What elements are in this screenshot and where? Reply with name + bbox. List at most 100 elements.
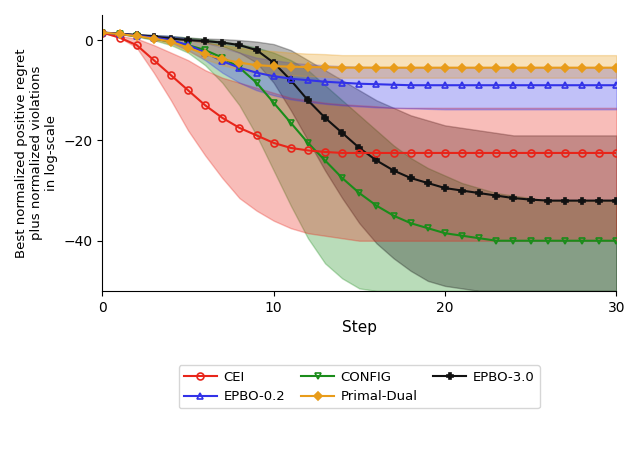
EPBO-3.0	[150, 34, 157, 39]
EPBO-3.0	[390, 168, 397, 173]
CONFIG	[372, 203, 380, 208]
Line: CONFIG: CONFIG	[99, 29, 620, 244]
EPBO-3.0	[253, 47, 260, 53]
EPBO-0.2	[218, 59, 226, 64]
CONFIG	[321, 158, 329, 163]
EPBO-0.2	[595, 82, 603, 88]
Primal-Dual	[339, 65, 346, 71]
EPBO-3.0	[304, 98, 312, 103]
EPBO-0.2	[612, 82, 620, 88]
Primal-Dual	[167, 39, 175, 44]
EPBO-0.2	[458, 82, 466, 88]
CONFIG	[339, 175, 346, 181]
EPBO-0.2	[287, 76, 294, 82]
Primal-Dual	[150, 36, 157, 41]
CEI	[355, 150, 363, 156]
CONFIG	[236, 65, 243, 71]
EPBO-3.0	[133, 33, 141, 38]
CEI	[304, 147, 312, 153]
EPBO-0.2	[407, 82, 415, 88]
EPBO-0.2	[270, 73, 278, 79]
CEI	[218, 115, 226, 120]
EPBO-0.2	[372, 82, 380, 87]
EPBO-3.0	[407, 175, 415, 181]
EPBO-0.2	[133, 33, 141, 38]
CEI	[476, 150, 483, 156]
EPBO-3.0	[612, 198, 620, 203]
Primal-Dual	[287, 64, 294, 70]
EPBO-3.0	[218, 40, 226, 45]
CEI	[339, 150, 346, 156]
CONFIG	[595, 238, 603, 244]
CEI	[390, 150, 397, 156]
CONFIG	[355, 191, 363, 196]
EPBO-0.2	[253, 70, 260, 76]
CONFIG	[184, 42, 192, 48]
EPBO-0.2	[476, 82, 483, 88]
Primal-Dual	[544, 65, 552, 71]
EPBO-0.2	[544, 82, 552, 88]
EPBO-0.2	[441, 82, 449, 88]
CEI	[253, 133, 260, 138]
Primal-Dual	[476, 65, 483, 71]
Line: Primal-Dual: Primal-Dual	[100, 30, 619, 71]
Primal-Dual	[253, 62, 260, 68]
Primal-Dual	[184, 45, 192, 50]
CEI	[202, 103, 209, 108]
CONFIG	[218, 55, 226, 60]
CONFIG	[612, 238, 620, 244]
Primal-Dual	[218, 56, 226, 62]
Primal-Dual	[407, 65, 415, 71]
CEI	[561, 150, 569, 156]
Primal-Dual	[509, 65, 517, 71]
CEI	[133, 42, 141, 48]
EPBO-3.0	[458, 188, 466, 193]
EPBO-0.2	[355, 81, 363, 87]
Primal-Dual	[458, 65, 466, 71]
CEI	[407, 150, 415, 156]
CONFIG	[270, 100, 278, 105]
Primal-Dual	[390, 65, 397, 71]
Primal-Dual	[595, 65, 603, 71]
CEI	[578, 150, 586, 156]
CEI	[527, 150, 534, 156]
EPBO-3.0	[355, 145, 363, 151]
CONFIG	[150, 36, 157, 41]
Line: CEI: CEI	[99, 29, 620, 157]
EPBO-3.0	[578, 198, 586, 203]
CEI	[493, 150, 500, 156]
EPBO-0.2	[527, 82, 534, 88]
CEI	[270, 140, 278, 146]
CONFIG	[441, 230, 449, 236]
CEI	[509, 150, 517, 156]
EPBO-3.0	[167, 36, 175, 41]
EPBO-0.2	[184, 42, 192, 48]
CEI	[372, 150, 380, 156]
Primal-Dual	[202, 51, 209, 57]
Line: EPBO-3.0: EPBO-3.0	[99, 29, 620, 204]
CONFIG	[116, 31, 124, 37]
Primal-Dual	[372, 65, 380, 71]
CONFIG	[99, 30, 106, 35]
EPBO-3.0	[287, 77, 294, 83]
CONFIG	[287, 120, 294, 125]
Y-axis label: Best normalized positive regret
plus normalized violations
in log-scale: Best normalized positive regret plus nor…	[15, 48, 58, 258]
EPBO-0.2	[561, 82, 569, 88]
CONFIG	[527, 238, 534, 244]
CONFIG	[133, 33, 141, 39]
CONFIG	[493, 238, 500, 244]
Line: EPBO-0.2: EPBO-0.2	[99, 29, 620, 89]
EPBO-3.0	[116, 31, 124, 36]
EPBO-3.0	[372, 158, 380, 163]
EPBO-3.0	[424, 180, 431, 186]
Primal-Dual	[99, 30, 106, 35]
Primal-Dual	[441, 65, 449, 71]
CEI	[99, 30, 106, 35]
EPBO-0.2	[236, 65, 243, 71]
EPBO-3.0	[544, 198, 552, 203]
CONFIG	[424, 225, 431, 231]
CEI	[167, 72, 175, 78]
CONFIG	[407, 220, 415, 226]
Primal-Dual	[578, 65, 586, 71]
CONFIG	[561, 238, 569, 244]
